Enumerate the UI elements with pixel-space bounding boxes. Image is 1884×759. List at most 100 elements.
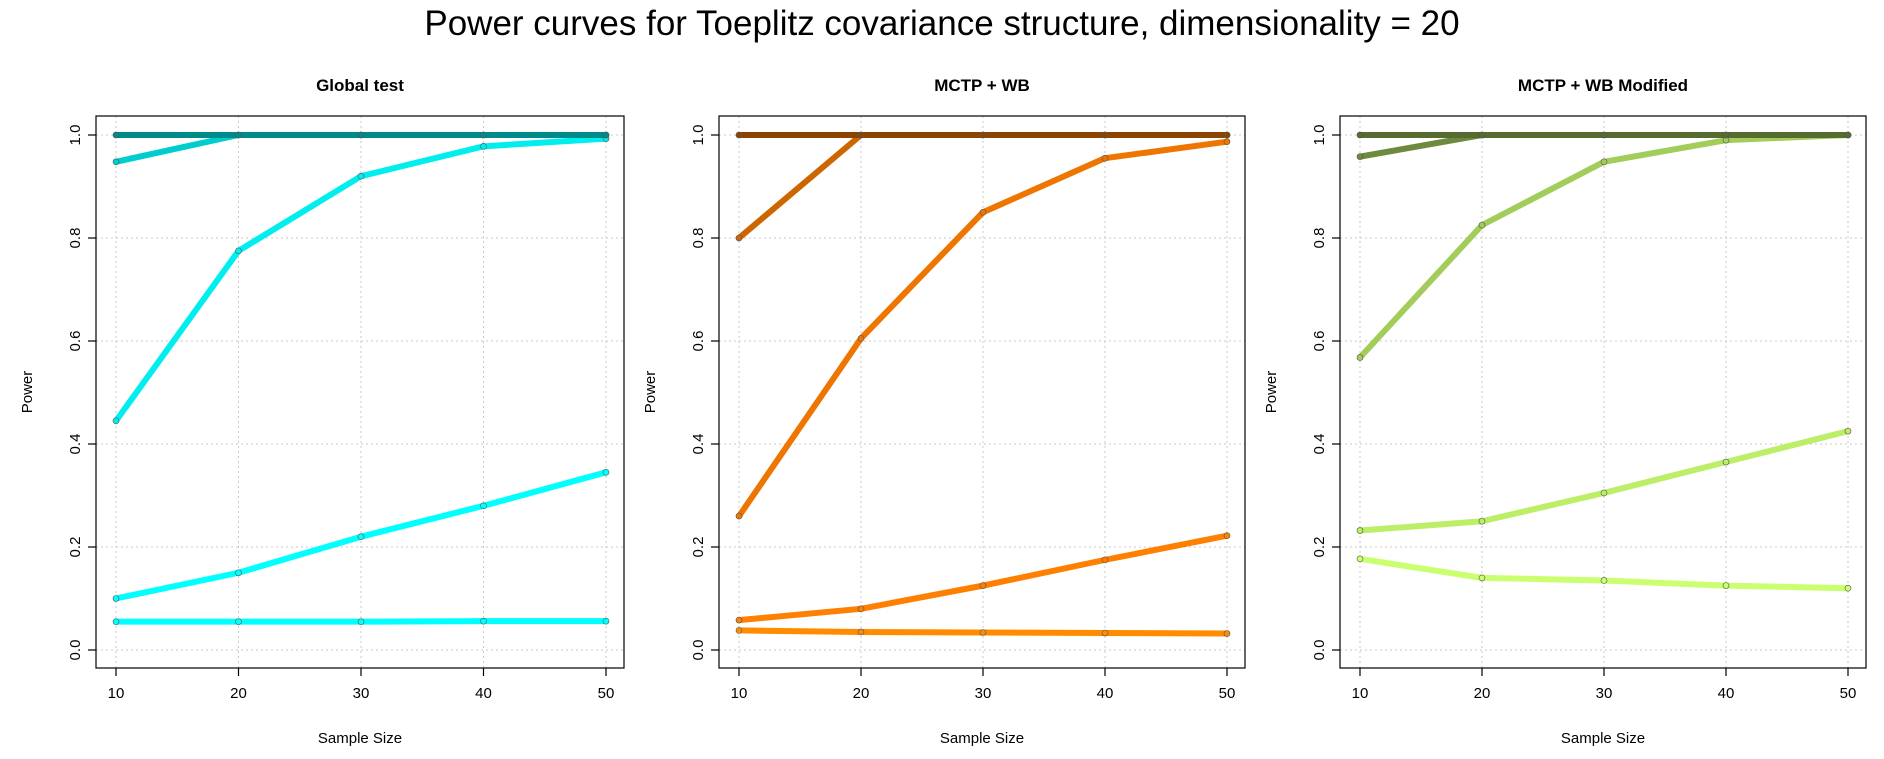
data-point [235, 569, 242, 577]
y-axis-label: Power [642, 371, 659, 414]
data-point [979, 131, 987, 139]
y-tick-label: 0.0 [1311, 640, 1328, 661]
x-tick-label: 20 [230, 685, 247, 702]
data-point [357, 131, 365, 139]
x-tick-label: 40 [475, 685, 492, 702]
data-point [1223, 138, 1231, 145]
data-point [735, 234, 743, 242]
x-tick-label: 10 [1352, 685, 1369, 702]
chart-panel-1: 10 20 30 40 50 0.0 0.2 0.4 0.6 0.8 1.0 Global test S… [19, 76, 625, 747]
data-point [480, 617, 487, 625]
data-point [1722, 131, 1730, 139]
data-point [1722, 458, 1730, 466]
y-tick-label: 0.6 [690, 331, 707, 352]
x-tick-label: 40 [1718, 685, 1735, 702]
data-point [357, 618, 365, 625]
series-line-3 [113, 135, 609, 424]
data-point [1356, 354, 1364, 361]
y-tick-label: 0.8 [690, 228, 707, 249]
data-point [1478, 574, 1486, 582]
y-tick-label: 0.8 [1311, 228, 1328, 249]
data-point [1101, 131, 1109, 139]
x-tick-label: 30 [975, 685, 992, 702]
x-axis-label: Sample Size [940, 730, 1024, 747]
y-axis-label: Power [1263, 371, 1280, 414]
data-point [1356, 555, 1364, 563]
data-point [1356, 527, 1364, 534]
y-tick-label: 0.2 [67, 537, 84, 558]
y-tick-label: 0.2 [690, 537, 707, 558]
data-point [1223, 630, 1231, 637]
chart-panel-3: 10 20 30 40 50 0.0 0.2 0.4 0.6 0.8 1.0 MCTP + WB Mo… [1263, 76, 1867, 747]
data-point [979, 208, 987, 216]
y-tick-label: 0.4 [1311, 434, 1328, 455]
y-tick-label: 0.6 [67, 331, 84, 352]
data-point [1101, 556, 1109, 564]
data-point [857, 131, 865, 139]
x-tick-label: 50 [598, 685, 615, 702]
data-point [1356, 131, 1364, 139]
x-axis-label: Sample Size [1561, 730, 1645, 747]
data-point [1223, 532, 1231, 539]
page-title: Power curves for Toeplitz covariance str… [424, 4, 1460, 43]
data-point [1600, 577, 1608, 584]
y-tick-label: 0.0 [690, 640, 707, 661]
data-point [1600, 489, 1608, 497]
data-point [1844, 131, 1852, 139]
data-point [1600, 131, 1608, 139]
data-point [112, 158, 120, 166]
y-tick-label: 0.6 [1311, 331, 1328, 352]
panel-title: MCTP + WB [934, 76, 1030, 95]
x-tick-label: 30 [353, 685, 370, 702]
data-point [1101, 154, 1109, 162]
data-point [735, 512, 743, 520]
data-point [602, 617, 610, 625]
data-point [602, 131, 610, 139]
x-tick-label: 50 [1840, 685, 1857, 702]
data-point [979, 629, 987, 636]
x-tick-label: 20 [853, 685, 870, 702]
data-point [1356, 153, 1364, 160]
data-point [1478, 517, 1486, 525]
plot-frame [1339, 115, 1867, 669]
data-point [112, 131, 120, 139]
x-tick-label: 50 [1219, 685, 1236, 702]
y-tick-label: 0.4 [67, 434, 84, 455]
y-tick-label: 1.0 [690, 125, 707, 146]
data-point [1600, 158, 1608, 166]
data-point [979, 582, 987, 589]
panel-title: MCTP + WB Modified [1518, 76, 1688, 95]
data-point [357, 533, 365, 541]
y-tick-label: 0.4 [690, 434, 707, 455]
data-point [112, 618, 120, 625]
data-point [857, 335, 865, 342]
data-point [857, 628, 865, 636]
y-tick-label: 0.8 [67, 228, 84, 249]
chart-panel-2: 10 20 30 40 50 0.0 0.2 0.4 0.6 0.8 1.0 MCTP + WB Sam… [642, 76, 1246, 747]
panel-title: Global test [316, 76, 404, 95]
data-point [112, 595, 120, 602]
data-point [112, 417, 120, 425]
series-line-1 [1357, 555, 1851, 592]
data-point [1223, 131, 1231, 139]
data-point [1478, 221, 1486, 229]
data-point [602, 469, 610, 476]
y-axis-label: Power [19, 371, 36, 414]
data-point [235, 131, 242, 139]
data-point [480, 502, 487, 510]
plot-frame [718, 115, 1246, 669]
data-point [235, 618, 242, 625]
data-point [1478, 131, 1486, 139]
y-tick-label: 0.0 [67, 640, 84, 661]
y-tick-label: 0.2 [1311, 537, 1328, 558]
x-tick-label: 20 [1474, 685, 1491, 702]
x-axis-label: Sample Size [318, 730, 402, 747]
data-point [1722, 582, 1730, 589]
data-point [735, 616, 743, 624]
data-point [480, 131, 487, 139]
x-tick-label: 10 [108, 685, 125, 702]
data-point [735, 627, 743, 634]
data-point [1844, 584, 1852, 592]
data-point [735, 131, 743, 139]
